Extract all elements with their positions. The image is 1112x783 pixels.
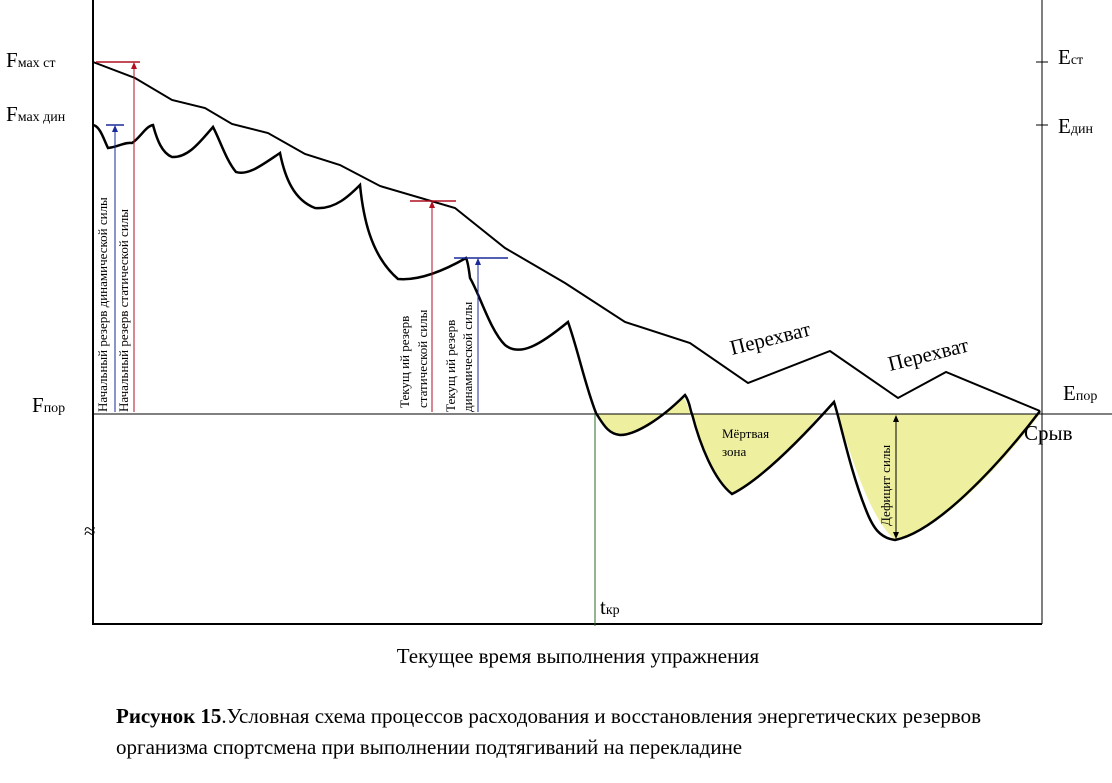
caption-text: .Условная схема процессов расходования и… bbox=[116, 704, 981, 759]
annotation-regrip-2: Перехват bbox=[885, 333, 970, 376]
annotation-breakoff: Срыв bbox=[1024, 421, 1073, 445]
annotation-current-dynamic-2: динамической силы bbox=[460, 302, 475, 412]
annotation-regrip-1: Перехват bbox=[727, 317, 812, 360]
annotation-dead-zone-1: Мёртвая bbox=[722, 426, 769, 441]
force-deficit-area bbox=[836, 414, 1040, 540]
annotation-current-static-1: Текущ ий резерв bbox=[397, 316, 412, 408]
initial-dynamic-arrowhead bbox=[112, 125, 118, 132]
label-fmax-din: Fмах дин bbox=[6, 102, 66, 126]
annotation-current-static-2: статической силы bbox=[415, 309, 430, 408]
label-est: Eст bbox=[1058, 45, 1083, 69]
label-edin: Eдин bbox=[1058, 114, 1093, 138]
annotation-force-deficit: Дефицит силы bbox=[878, 445, 893, 526]
label-fpor: Fпор bbox=[32, 393, 65, 417]
label-tkr: tкр bbox=[600, 595, 620, 619]
figure-caption: Рисунок 15.Условная схема процессов расх… bbox=[116, 701, 1076, 763]
annotation-current-dynamic-1: Текущ ий резерв bbox=[443, 320, 458, 412]
annotation-initial-static: Начальный резерв статической силы bbox=[116, 209, 131, 412]
initial-static-arrowhead bbox=[131, 62, 137, 69]
annotation-initial-dynamic: Начальный резерв динамической силы bbox=[95, 197, 110, 412]
approx-symbol: ≈ bbox=[84, 519, 96, 543]
caption-label: Рисунок 15 bbox=[116, 704, 221, 728]
annotation-dead-zone-2: зона bbox=[722, 444, 747, 459]
current-dynamic-arrowhead bbox=[475, 258, 481, 265]
x-axis-title: Текущее время выполнения упражнения bbox=[397, 644, 760, 668]
label-epor: Eпор bbox=[1063, 381, 1097, 405]
label-fmax-st: Fмах ст bbox=[6, 48, 56, 72]
